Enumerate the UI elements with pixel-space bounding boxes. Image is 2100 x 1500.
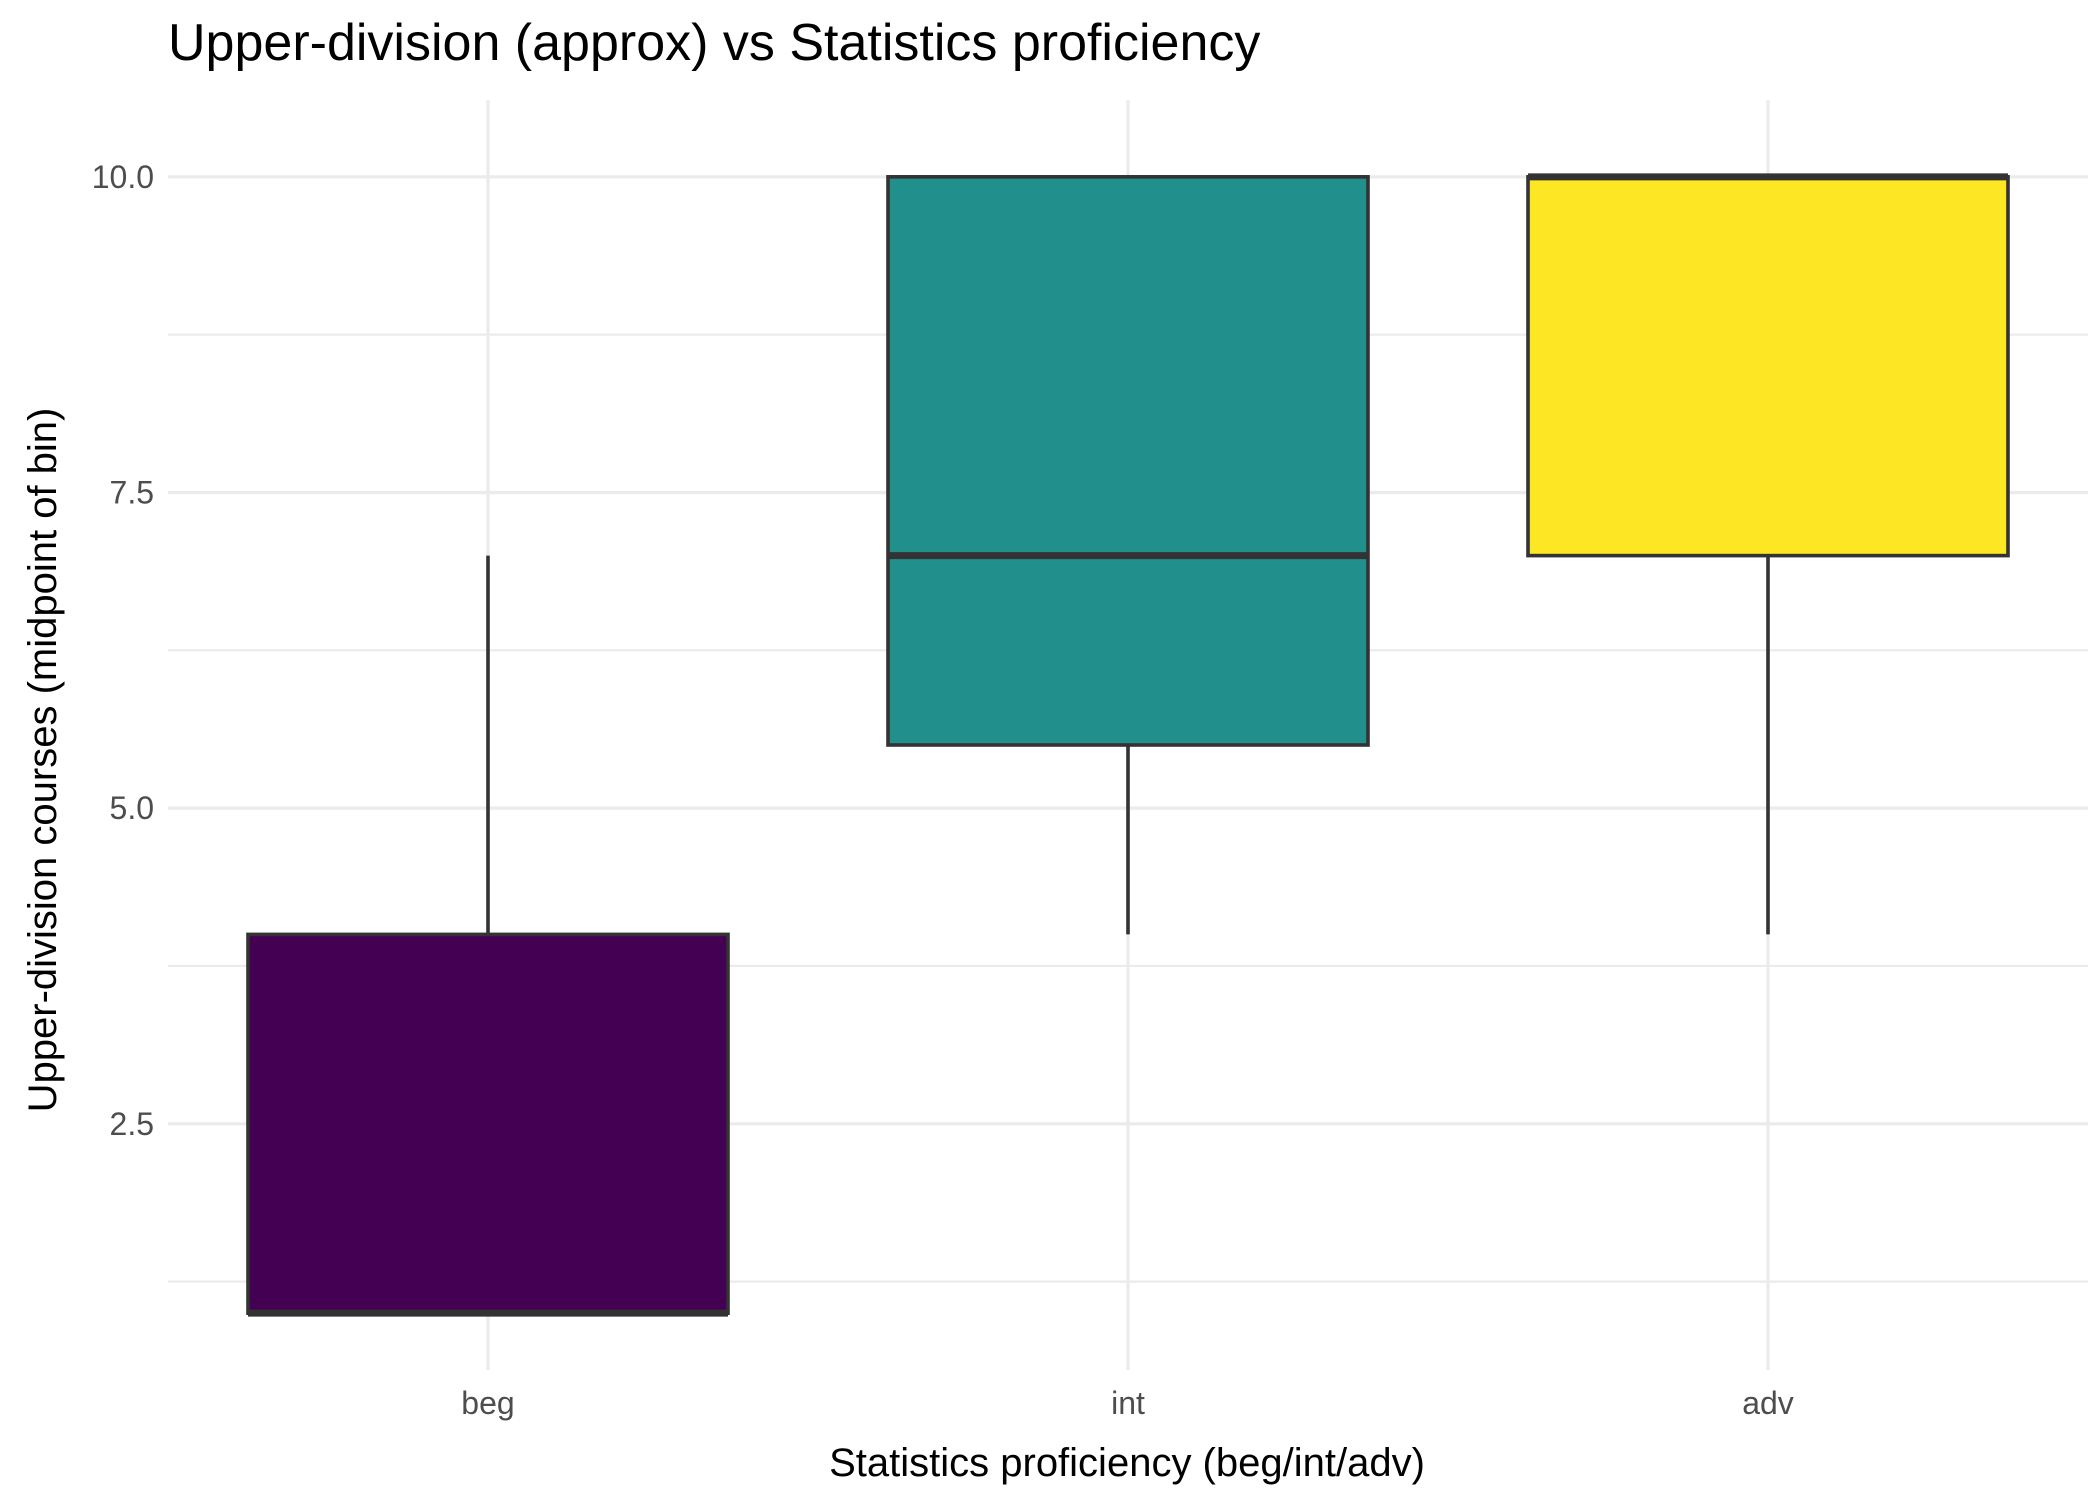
y-tick-label: 5.0 <box>110 790 154 826</box>
box-adv <box>1526 173 2010 935</box>
box-marks <box>246 173 2010 1317</box>
y-axis-title: Upper-division courses (midpoint of bin) <box>21 408 65 1113</box>
box-int <box>886 175 1370 935</box>
y-tick-label: 7.5 <box>110 474 154 510</box>
y-tick-label: 2.5 <box>110 1106 154 1142</box>
iqr-box <box>886 175 1370 747</box>
x-tick-label: adv <box>1742 1385 1794 1421</box>
tick-labels: 2.5 5.0 7.5 10.0 beg int adv <box>92 159 1794 1421</box>
x-axis-title: Statistics proficiency (beg/int/adv) <box>829 1441 1425 1485</box>
chart-title: Upper-division (approx) vs Statistics pr… <box>168 14 1260 72</box>
x-tick-label: int <box>1111 1385 1145 1421</box>
iqr-box <box>246 932 730 1315</box>
x-tick-label: beg <box>461 1385 514 1421</box>
iqr-box <box>1526 175 2010 558</box>
box-beg <box>246 555 730 1317</box>
y-tick-label: 10.0 <box>92 159 154 195</box>
